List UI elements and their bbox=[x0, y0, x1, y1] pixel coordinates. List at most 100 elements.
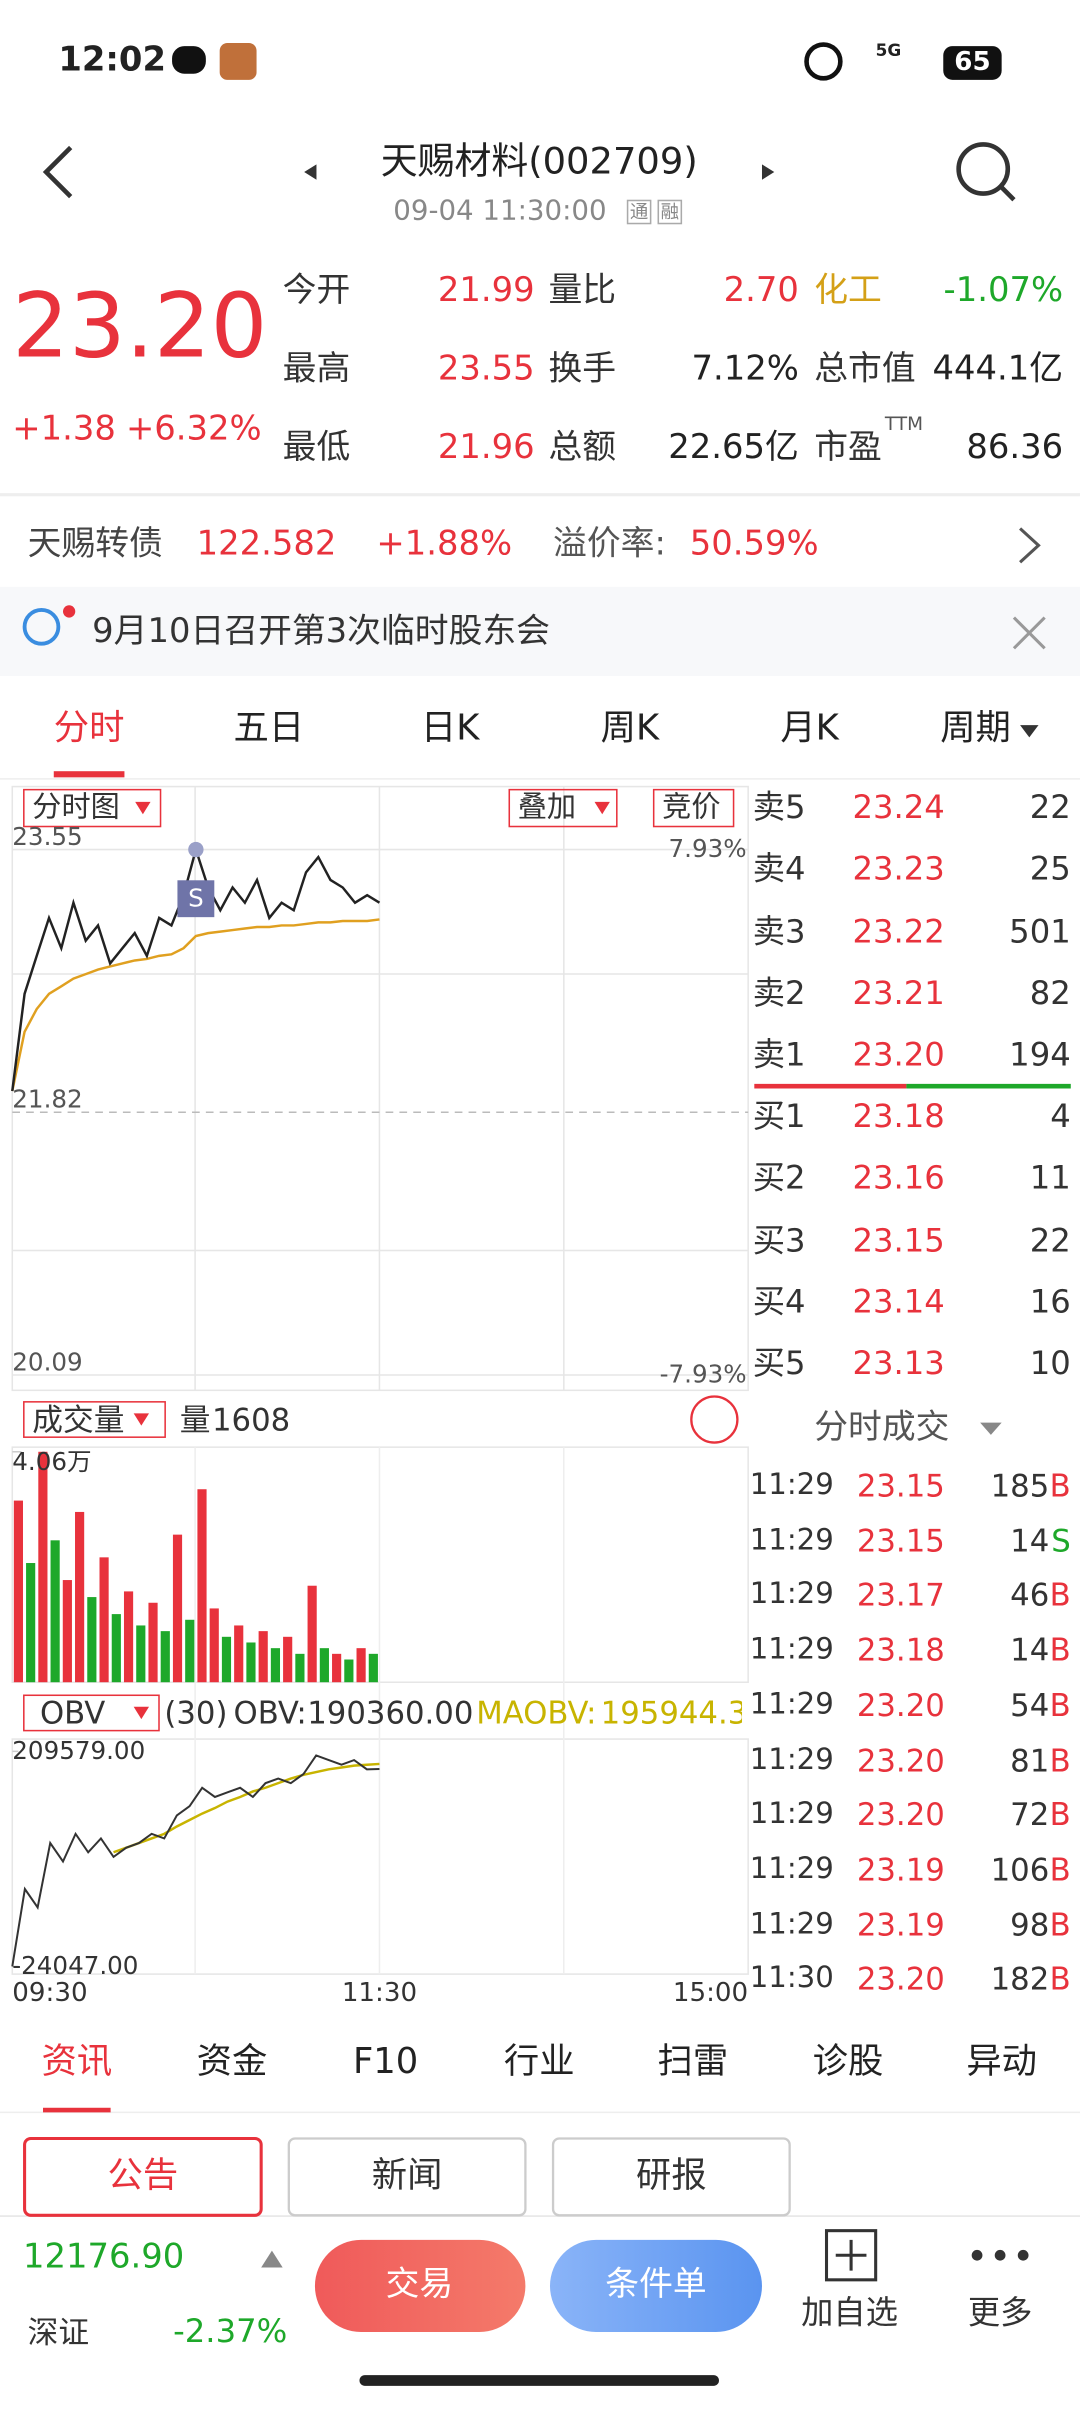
stat-label: 最低 bbox=[282, 428, 351, 468]
info-tab[interactable]: 资讯 bbox=[41, 2042, 113, 2083]
info-tab[interactable]: 行业 bbox=[503, 2042, 575, 2083]
volume-bar bbox=[356, 1648, 366, 1683]
period-tab[interactable]: 日K bbox=[420, 708, 480, 749]
info-subtab[interactable]: 研报 bbox=[636, 2156, 707, 2197]
expand-button[interactable] bbox=[690, 1395, 739, 1444]
trade-side: B bbox=[1049, 1686, 1071, 1724]
stat-label: 量比 bbox=[548, 271, 617, 311]
obv-label-text: OBV: bbox=[233, 1694, 307, 1732]
trade-volume: 14 bbox=[1010, 1521, 1050, 1559]
ask-price: 23.23 bbox=[852, 850, 945, 888]
network: 5G bbox=[875, 40, 902, 61]
y-tick-label: 21.82 bbox=[12, 1084, 83, 1114]
bid-volume: 22 bbox=[1029, 1221, 1071, 1259]
volume-label[interactable]: 成交量 bbox=[23, 1401, 166, 1438]
period-tab[interactable]: 分时 bbox=[53, 708, 125, 749]
stat-value: 7.12% bbox=[691, 350, 799, 389]
trade-button[interactable] bbox=[314, 2239, 526, 2333]
notice[interactable]: 9月10日召开第3次临时股东会 bbox=[92, 612, 550, 652]
marker-box bbox=[177, 880, 215, 918]
period-tab[interactable]: 月K bbox=[780, 708, 839, 749]
ask-volume: 22 bbox=[1029, 788, 1071, 826]
alarm-icon bbox=[804, 42, 843, 81]
info-tab[interactable]: 扫雷 bbox=[657, 2042, 729, 2083]
info-underline bbox=[43, 2107, 111, 2113]
x-tick-label: 09:30 bbox=[12, 1977, 88, 2009]
period-tab[interactable]: 周期 bbox=[940, 708, 1011, 749]
volume-bar bbox=[111, 1614, 121, 1683]
search-button[interactable] bbox=[956, 142, 1011, 196]
subtab-active[interactable] bbox=[23, 2136, 263, 2217]
add-watch[interactable]: 加自选 bbox=[801, 2294, 898, 2332]
subtab[interactable] bbox=[287, 2137, 527, 2217]
badge: 融 bbox=[657, 199, 683, 225]
next-stock[interactable] bbox=[761, 164, 775, 180]
bid-price: 23.18 bbox=[852, 1097, 945, 1135]
close-notice[interactable] bbox=[1012, 616, 1046, 650]
chart-control[interactable]: 叠加 bbox=[508, 788, 618, 828]
bid-label: 买2 bbox=[752, 1159, 806, 1197]
volume-bar bbox=[319, 1648, 329, 1683]
trades-dropdown[interactable] bbox=[980, 1422, 1002, 1435]
back-button[interactable] bbox=[42, 145, 73, 199]
volume-bar bbox=[270, 1648, 281, 1683]
more[interactable]: 更多 bbox=[967, 2294, 1033, 2332]
ask-price: 23.22 bbox=[852, 912, 945, 950]
bid-volume: 4 bbox=[1050, 1097, 1071, 1135]
stock-title: 天赐材料(002709) bbox=[380, 139, 698, 183]
chart-control[interactable]: 分时图 bbox=[23, 788, 162, 828]
trade-side: B bbox=[1049, 1905, 1071, 1943]
info-tab[interactable]: 诊股 bbox=[812, 2042, 884, 2083]
trade-price: 23.20 bbox=[856, 1960, 945, 1998]
period-tab[interactable]: 周K bbox=[600, 708, 660, 749]
control-arrow bbox=[135, 801, 151, 815]
bid-label: 买5 bbox=[752, 1345, 806, 1383]
obv-line bbox=[11, 1754, 380, 1967]
info-subtab[interactable]: 新闻 bbox=[371, 2156, 443, 2197]
bond-chevron[interactable] bbox=[1019, 527, 1041, 564]
stat-value: 86.36 bbox=[966, 428, 1064, 468]
maobv-line bbox=[113, 1762, 380, 1854]
ask-price: 23.24 bbox=[852, 788, 945, 826]
condition-button[interactable] bbox=[549, 2239, 762, 2333]
bid-volume: 11 bbox=[1029, 1159, 1071, 1197]
pct-label: 7.93% bbox=[668, 834, 747, 864]
ask-volume: 25 bbox=[1029, 850, 1071, 888]
index-name: 深证 bbox=[27, 2313, 90, 2351]
bid-label: 买3 bbox=[752, 1221, 806, 1259]
notice-band bbox=[0, 586, 1080, 676]
chart-control[interactable]: 竞价 bbox=[652, 788, 735, 828]
info-subtab[interactable]: 公告 bbox=[107, 2156, 179, 2197]
period-tab[interactable]: 五日 bbox=[233, 708, 305, 749]
home-indicator bbox=[359, 2375, 719, 2386]
trade-time: 11:29 bbox=[749, 1742, 834, 1776]
trade-volume: 72 bbox=[1010, 1796, 1050, 1834]
volume-bar bbox=[332, 1653, 342, 1683]
volume-bar bbox=[172, 1534, 183, 1683]
info-tab[interactable]: F10 bbox=[352, 2042, 419, 2083]
x-tick-label: 15:00 bbox=[672, 1977, 749, 2009]
stat-value: -1.07% bbox=[943, 271, 1064, 311]
add-icon[interactable] bbox=[824, 2229, 878, 2282]
trade-volume: 185 bbox=[990, 1467, 1050, 1505]
last-price: 23.20 bbox=[12, 273, 268, 378]
prev-stock[interactable] bbox=[304, 164, 317, 180]
stat-value: 444.1亿 bbox=[932, 350, 1064, 389]
stat-label: 今开 bbox=[282, 271, 351, 311]
ask-volume: 194 bbox=[1009, 1036, 1071, 1074]
info-tab[interactable]: 异动 bbox=[966, 2042, 1037, 2083]
period-dropdown bbox=[1020, 725, 1039, 738]
volume-bar bbox=[368, 1653, 378, 1683]
condition-label[interactable]: 条件单 bbox=[605, 2265, 707, 2305]
trade-time: 11:30 bbox=[749, 1961, 834, 1996]
obv-value: 190360.00 bbox=[307, 1694, 474, 1732]
subtab[interactable] bbox=[551, 2137, 791, 2217]
index-value: 12176.90 bbox=[23, 2238, 185, 2277]
trade-label[interactable]: 交易 bbox=[385, 2265, 454, 2305]
stat-value: 21.96 bbox=[437, 428, 535, 468]
obv-label[interactable]: OBV bbox=[23, 1694, 160, 1732]
trade-side: S bbox=[1051, 1521, 1071, 1559]
index-pct: -2.37% bbox=[173, 2312, 288, 2350]
info-tab[interactable]: 资金 bbox=[196, 2042, 268, 2083]
